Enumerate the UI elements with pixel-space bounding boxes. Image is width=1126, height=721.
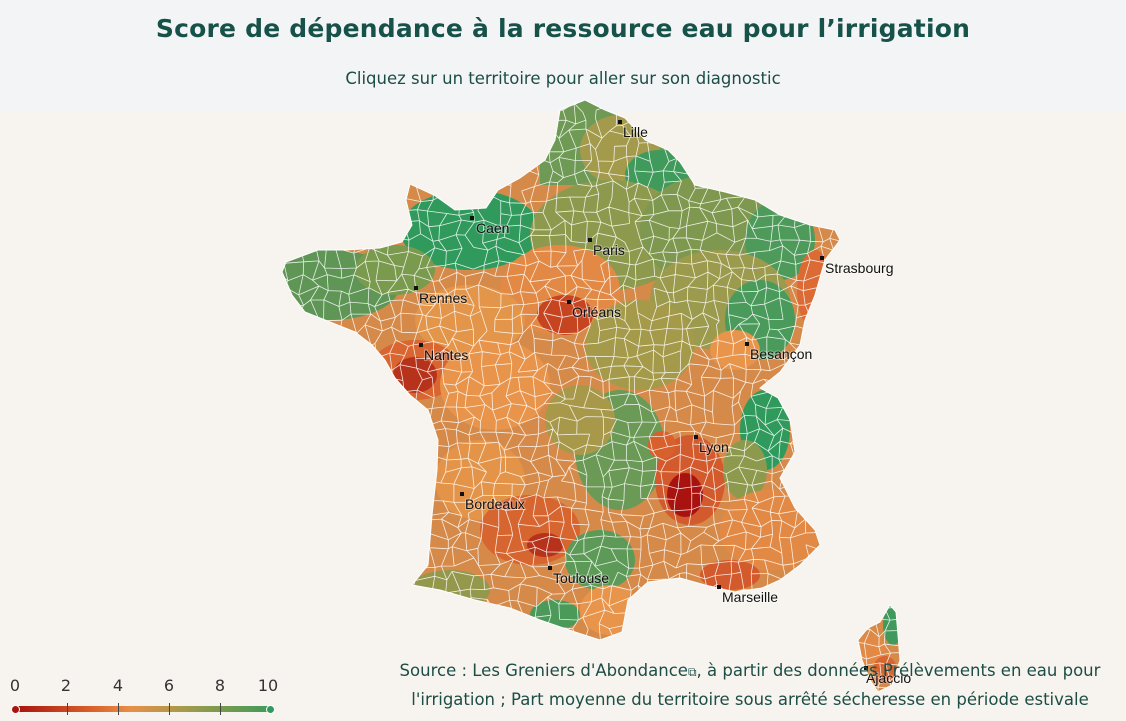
source-note: Source : Les Greniers d'Abondance⧉, à pa… — [380, 657, 1120, 713]
city-ajaccio: Ajaccio — [864, 666, 912, 687]
page-subtitle: Cliquez sur un territoire pour aller sur… — [345, 69, 781, 88]
legend-gradient-bar — [16, 706, 271, 712]
source-text-line1: , à partir des données Prélèvements en e… — [696, 661, 1101, 680]
legend-tick-mark — [67, 703, 68, 715]
color-scale-legend: 0 2 4 6 8 10 — [8, 676, 278, 721]
city-bordeaux: Bordeaux — [460, 492, 526, 513]
page-title: Score de dépendance à la ressource eau p… — [155, 14, 971, 43]
legend-tick-mark — [220, 703, 221, 715]
city-nantes: Nantes — [419, 343, 469, 364]
svg-text:Orléans: Orléans — [572, 304, 621, 320]
external-link-icon[interactable]: ⧉ — [687, 665, 697, 679]
legend-tick-mark — [169, 703, 170, 715]
city-paris: Paris — [588, 238, 626, 259]
city-lyon: Lyon — [694, 435, 730, 456]
legend-tick-0: 0 — [9, 676, 21, 695]
legend-tick-8: 8 — [214, 676, 226, 695]
legend-min-dot — [11, 705, 20, 714]
city-toulouse: Toulouse — [548, 566, 610, 587]
svg-text:Caen: Caen — [476, 220, 509, 236]
svg-text:Besançon: Besançon — [750, 346, 812, 362]
svg-text:Bordeaux: Bordeaux — [465, 496, 525, 512]
city-markers: Lille Caen Paris Strasbourg Rennes Orléa… — [414, 120, 912, 687]
city-rennes: Rennes — [414, 286, 468, 307]
svg-text:Lyon: Lyon — [699, 439, 729, 455]
svg-text:Lille: Lille — [623, 124, 648, 140]
header: Score de dépendance à la ressource eau p… — [0, 0, 1126, 112]
svg-text:Rennes: Rennes — [419, 290, 467, 306]
legend-tick-10: 10 — [257, 676, 279, 695]
city-lille: Lille — [618, 120, 649, 141]
legend-tick-2: 2 — [60, 676, 72, 695]
source-prefix: Source : — [399, 661, 473, 680]
legend-tick-4: 4 — [112, 676, 124, 695]
svg-text:Strasbourg: Strasbourg — [825, 260, 893, 276]
svg-text:Ajaccio: Ajaccio — [866, 670, 911, 686]
legend-tick-mark — [118, 703, 119, 715]
legend-tick-6: 6 — [163, 676, 175, 695]
svg-text:Nantes: Nantes — [424, 347, 468, 363]
legend-max-dot — [266, 705, 275, 714]
city-marseille: Marseille — [717, 585, 779, 606]
city-orleans: Orléans — [567, 300, 622, 321]
source-text-line2: l'irrigation ; Part moyenne du territoir… — [411, 690, 1089, 709]
city-caen: Caen — [470, 216, 510, 237]
city-besancon: Besançon — [745, 342, 813, 363]
svg-text:Marseille: Marseille — [722, 589, 778, 605]
city-strasbourg: Strasbourg — [820, 256, 894, 277]
svg-text:Toulouse: Toulouse — [553, 570, 609, 586]
svg-text:Paris: Paris — [593, 242, 625, 258]
source-link[interactable]: Les Greniers d'Abondance — [472, 661, 688, 680]
